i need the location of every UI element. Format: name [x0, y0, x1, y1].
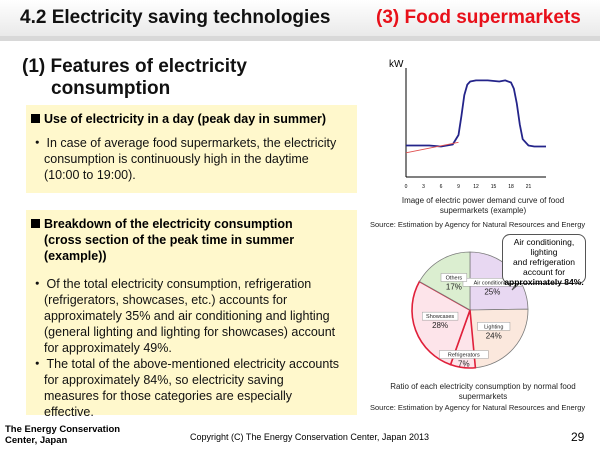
square-bullet-icon — [31, 114, 40, 123]
breakdown-p1-l1: Of the total electricity consumption, re… — [46, 277, 312, 291]
pie-label: Others — [446, 275, 463, 281]
breakdown-p2-l3: measures for those categories are especi… — [44, 389, 293, 403]
pie-chart-caption: Ratio of each electricity consumption by… — [378, 382, 588, 402]
daily-use-box: Use of electricity in a day (peak day in… — [26, 105, 357, 193]
breakdown-paragraph-2: ・ The total of the above-mentioned electr… — [31, 356, 339, 420]
pie-label: Air conditioning — [474, 280, 512, 286]
daily-use-heading: Use of electricity in a day (peak day in… — [31, 111, 326, 127]
bullet-dot: ・ — [31, 136, 44, 150]
callout-l2: and refrigeration — [513, 257, 575, 267]
line-chart-tick-label: 9 — [457, 184, 460, 190]
breakdown-paragraph-1: ・ Of the total electricity consumption, r… — [31, 276, 335, 356]
pie-label: Showcases — [426, 314, 454, 320]
pie-value-label: 24% — [486, 331, 502, 340]
page-title: 4.2 Electricity saving technologies — [20, 7, 331, 28]
footer-org: The Energy Conservation Center, Japan — [5, 424, 120, 446]
line-chart-tick-label: 21 — [526, 184, 532, 190]
pie-slice-showcases — [411, 280, 471, 366]
pie-value-label: 25% — [484, 287, 500, 296]
callout-l1: Air conditioning, lighting — [513, 237, 575, 257]
line-chart-ylabel: kW — [389, 59, 404, 70]
footer-org-l2: Center, Japan — [5, 435, 68, 446]
breakdown-p1-l5: for approximately 49%. — [44, 341, 172, 355]
page-number: 29 — [571, 430, 585, 444]
breakdown-p2-l1: The total of the above-mentioned electri… — [46, 357, 340, 371]
copyright: Copyright (C) The Energy Conservation Ce… — [190, 432, 429, 442]
line-chart-caption-l2: supermarkets (example) — [439, 206, 527, 215]
pie-value-label: 28% — [432, 321, 448, 330]
pie-label-box — [439, 350, 489, 359]
pie-chart-caption-l1: Ratio of each electricity consumption by… — [390, 382, 576, 391]
bullet-dot: ・ — [31, 277, 44, 291]
section-heading-line2: consumption — [51, 78, 171, 99]
daily-use-heading-text: Use of electricity in a day (peak day in… — [44, 112, 327, 126]
callout-box: Air conditioning, lighting and refrigera… — [502, 234, 586, 287]
line-series-baseline — [405, 141, 459, 154]
daily-use-text: ・ In case of average food supermarkets, t… — [31, 135, 336, 183]
daily-use-text-l2: consumption is continuously high in the … — [44, 152, 309, 166]
line-chart-tick-label: 3 — [422, 184, 425, 190]
line-chart-tick-label: 18 — [508, 184, 514, 190]
pie-label: Refrigerators — [448, 352, 480, 358]
breakdown-p1-l4: (general lighting and lighting for showc… — [44, 325, 336, 339]
breakdown-p1-l3: approximately 35% and air conditioning a… — [44, 309, 330, 323]
title-divider — [0, 36, 600, 41]
title-bar: 4.2 Electricity saving technologies (3) … — [0, 0, 600, 36]
line-chart-tick-label: 0 — [405, 184, 408, 190]
line-chart-ticks: 0 3 6 9 12 15 18 21 — [405, 184, 532, 190]
pie-chart-caption-l2: supermarkets — [458, 392, 508, 401]
line-chart-tick-label: 6 — [440, 184, 443, 190]
breakdown-p2-l4: effective. — [44, 405, 94, 419]
pie-label-box — [440, 273, 468, 282]
line-chart: 0 3 6 9 12 15 18 21 — [405, 68, 546, 190]
breakdown-p1-l2: (refrigerators, showcases, etc.) account… — [44, 293, 288, 307]
breakdown-p2-l2: for approximately 84%, so electricity sa… — [44, 373, 284, 387]
breakdown-heading: Breakdown of the electricity consumption… — [31, 216, 294, 264]
line-series-demand — [406, 79, 546, 148]
breakdown-box: Breakdown of the electricity consumption… — [26, 210, 357, 419]
line-chart-tick-label: 12 — [473, 184, 479, 190]
line-chart-caption-l1: Image of electric power demand curve of … — [401, 196, 565, 205]
page-subtitle: (3) Food supermarkets — [376, 7, 581, 28]
line-chart-tick-label: 15 — [491, 184, 497, 190]
line-chart-series — [405, 79, 546, 154]
pie-label: Lighting — [484, 324, 503, 330]
breakdown-heading-l3: (example)) — [44, 249, 107, 263]
pie-value-label: 7% — [458, 359, 470, 368]
section-heading-line1: (1) Features of electricity — [22, 56, 247, 77]
pie-value-label: 17% — [446, 282, 462, 291]
callout-l3: account for — [522, 267, 566, 277]
breakdown-heading-l1: Breakdown of the electricity consumption — [44, 217, 293, 231]
breakdown-heading-l2: (cross section of the peak time in summe… — [44, 233, 295, 247]
footer-org-l1: The Energy Conservation — [5, 424, 121, 435]
pie-label-box — [422, 311, 459, 321]
daily-use-text-l1: In case of average food supermarkets, th… — [46, 136, 337, 150]
pie-label-box — [477, 322, 511, 331]
bullet-dot: ・ — [31, 357, 44, 371]
line-chart-caption: Image of electric power demand curve of … — [378, 196, 588, 216]
callout-l4: approximately 84%. — [504, 277, 584, 287]
line-chart-source: Source: Estimation by Agency for Natural… — [370, 220, 586, 229]
daily-use-text-l3: (10:00 to 19:00). — [44, 168, 136, 182]
section-heading: (1) Features of electricity consumption — [22, 56, 322, 100]
pie-chart-source: Source: Estimation by Agency for Natural… — [370, 403, 586, 412]
square-bullet-icon — [31, 219, 40, 228]
